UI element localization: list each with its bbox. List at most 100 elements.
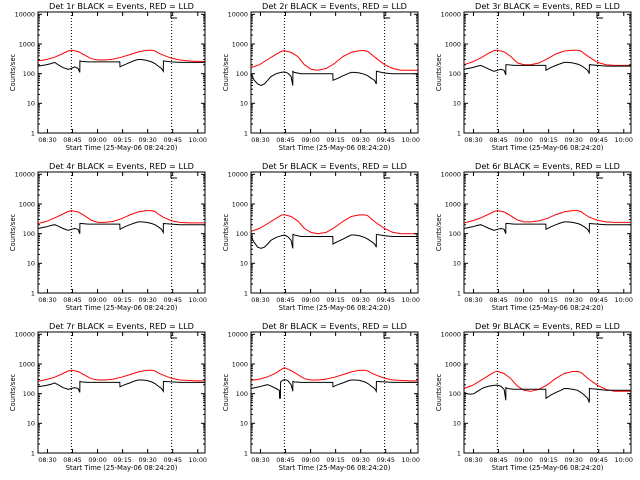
x-tick-label: 08:45 — [276, 456, 294, 464]
x-tick-label: 09:45 — [377, 456, 395, 464]
y-tick-label: 1000 — [232, 200, 248, 208]
x-tick-label: 09:30 — [564, 456, 582, 464]
x-tick-label: 10:00 — [615, 296, 633, 304]
x-tick-label: 09:45 — [164, 456, 182, 464]
y-tick-label: 100 — [23, 390, 35, 398]
panel-title: Det 9r BLACK = Events, RED = LLD — [475, 321, 620, 331]
y-tick-label: 1 — [244, 289, 248, 297]
x-axis-label: Start Time (25-May-06 08:24:20) — [279, 304, 391, 312]
x-tick-label: 08:45 — [63, 136, 81, 144]
x-tick-label: 09:00 — [514, 456, 532, 464]
corner-mark — [383, 12, 390, 19]
y-axis-label: Counts/sec — [435, 374, 443, 412]
y-axis-label: Counts/sec — [435, 214, 443, 252]
y-tick-label: 10000 — [441, 11, 461, 19]
x-tick-label: 08:45 — [63, 296, 81, 304]
x-axis-label: Start Time (25-May-06 08:24:20) — [66, 464, 178, 472]
x-tick-label: 09:00 — [88, 296, 106, 304]
x-tick-label: 09:45 — [164, 296, 182, 304]
x-tick-label: 08:45 — [276, 136, 294, 144]
panel-det-9: Det 9r BLACK = Events, RED = LLD 1 10 100 10… — [435, 321, 633, 472]
y-tick-label: 1000 — [445, 40, 461, 48]
y-tick-label: 1000 — [19, 200, 35, 208]
x-tick-label: 08:30 — [251, 136, 269, 144]
y-tick-label: 1 — [31, 129, 35, 137]
events-rate-line — [37, 221, 205, 235]
lld-rate-line — [37, 49, 205, 62]
x-tick-label: 09:15 — [113, 456, 131, 464]
x-tick-label: 09:45 — [590, 136, 608, 144]
y-tick-label: 100 — [449, 230, 461, 238]
y-axis-label: Counts/sec — [9, 214, 17, 252]
x-tick-label: 10:00 — [189, 296, 207, 304]
x-tick-label: 09:15 — [326, 136, 344, 144]
x-tick-label: 10:00 — [615, 136, 633, 144]
y-tick-label: 100 — [236, 390, 248, 398]
y-tick-label: 10000 — [15, 331, 35, 339]
plot-frame — [250, 11, 419, 134]
corner-mark — [596, 172, 603, 179]
y-axis-label: Counts/sec — [435, 54, 443, 92]
y-tick-label: 10 — [27, 260, 35, 268]
x-tick-label: 09:30 — [138, 456, 156, 464]
lld-rate-line — [250, 214, 418, 235]
plot-frame — [463, 171, 632, 294]
plot-frame — [250, 171, 419, 294]
x-tick-label: 10:00 — [402, 456, 420, 464]
x-tick-label: 09:30 — [138, 296, 156, 304]
x-tick-label: 09:45 — [164, 136, 182, 144]
y-tick-label: 10 — [453, 420, 461, 428]
x-tick-label: 09:15 — [539, 456, 557, 464]
panel-title: Det 1r BLACK = Events, RED = LLD — [49, 1, 194, 11]
corner-mark — [383, 332, 390, 339]
y-tick-label: 1000 — [232, 360, 248, 368]
y-tick-label: 1 — [457, 289, 461, 297]
panel-det-2: Det 2r BLACK = Events, RED = LLD 1 10 100 10… — [222, 1, 420, 152]
y-tick-label: 100 — [236, 230, 248, 238]
lld-rate-line — [463, 210, 631, 224]
plot-frame — [463, 331, 632, 454]
y-tick-label: 10000 — [441, 171, 461, 179]
x-tick-label: 09:30 — [564, 136, 582, 144]
events-rate-line — [250, 378, 418, 399]
corner-mark — [170, 172, 177, 179]
x-tick-label: 09:15 — [113, 296, 131, 304]
y-tick-label: 1000 — [445, 360, 461, 368]
x-tick-label: 08:30 — [251, 296, 269, 304]
plot-frame — [37, 171, 206, 294]
x-tick-label: 10:00 — [402, 296, 420, 304]
x-axis-label: Start Time (25-May-06 08:24:20) — [492, 304, 604, 312]
corner-mark — [170, 12, 177, 19]
panel-det-7: Det 7r BLACK = Events, RED = LLD 1 10 100 10… — [9, 321, 207, 472]
panel-title: Det 5r BLACK = Events, RED = LLD — [262, 161, 407, 171]
y-tick-label: 1 — [244, 129, 248, 137]
x-tick-label: 09:45 — [377, 296, 395, 304]
x-tick-label: 09:15 — [326, 456, 344, 464]
x-tick-label: 09:00 — [301, 136, 319, 144]
x-tick-label: 08:30 — [464, 136, 482, 144]
x-tick-label: 09:00 — [301, 296, 319, 304]
y-tick-label: 1000 — [19, 40, 35, 48]
panel-title: Det 7r BLACK = Events, RED = LLD — [49, 321, 194, 331]
y-tick-label: 100 — [236, 70, 248, 78]
y-tick-label: 10000 — [228, 11, 248, 19]
y-tick-label: 10 — [240, 100, 248, 108]
y-tick-label: 100 — [449, 70, 461, 78]
panel-det-4: Det 4r BLACK = Events, RED = LLD 1 10 100 10… — [9, 161, 207, 312]
y-axis-label: Counts/sec — [222, 54, 230, 92]
x-tick-label: 08:45 — [489, 456, 507, 464]
x-tick-label: 08:30 — [38, 136, 56, 144]
lld-rate-line — [37, 210, 205, 224]
y-tick-label: 10 — [453, 100, 461, 108]
y-tick-label: 10 — [240, 420, 248, 428]
x-tick-label: 09:30 — [564, 296, 582, 304]
panel-det-5: Det 5r BLACK = Events, RED = LLD 1 10 100 10… — [222, 161, 420, 312]
events-rate-line — [463, 61, 631, 76]
panel-title: Det 2r BLACK = Events, RED = LLD — [262, 1, 407, 11]
panel-title: Det 4r BLACK = Events, RED = LLD — [49, 161, 194, 171]
x-tick-label: 09:15 — [539, 296, 557, 304]
y-tick-label: 10 — [27, 100, 35, 108]
x-axis-label: Start Time (25-May-06 08:24:20) — [66, 304, 178, 312]
corner-mark — [170, 332, 177, 339]
events-rate-line — [463, 384, 631, 403]
